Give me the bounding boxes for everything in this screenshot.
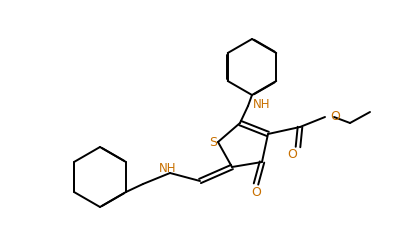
Text: O: O [287, 148, 297, 161]
Text: O: O [251, 186, 261, 199]
Text: NH: NH [253, 97, 271, 110]
Text: O: O [330, 110, 340, 123]
Text: S: S [209, 136, 217, 149]
Text: NH: NH [159, 161, 177, 174]
